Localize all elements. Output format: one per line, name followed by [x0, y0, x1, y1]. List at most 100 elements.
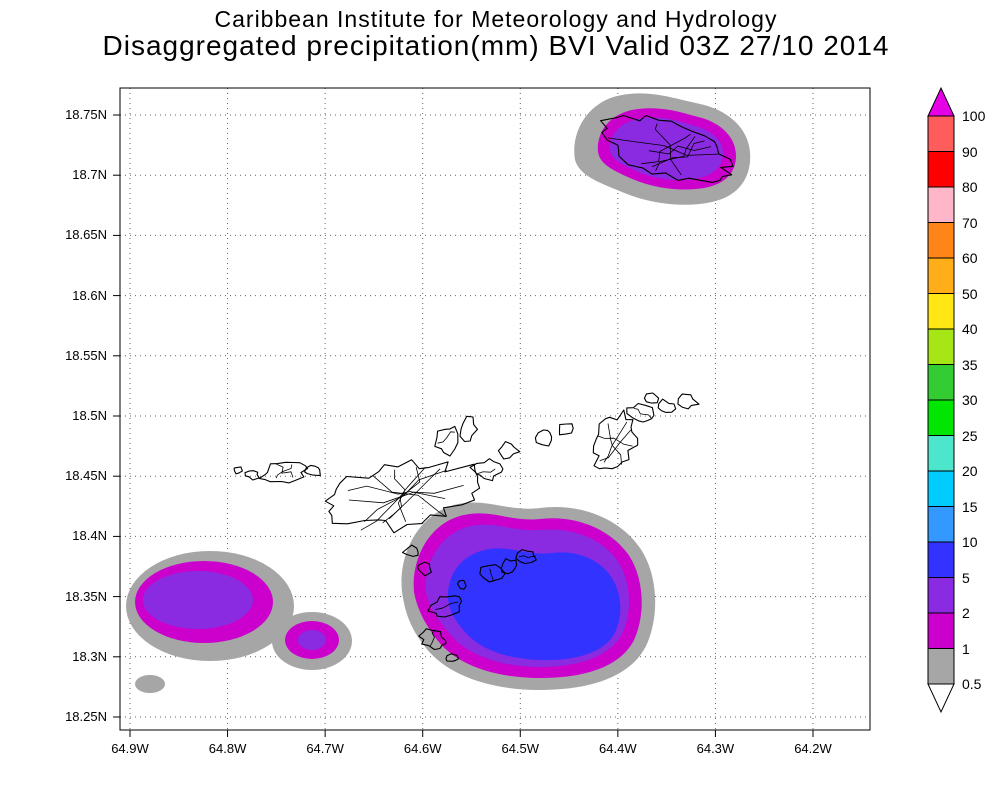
- colorbar-tick-label: 70: [962, 214, 978, 231]
- colorbar-tick-label: 1: [962, 640, 970, 657]
- rain-west-purple-main: [143, 571, 253, 629]
- lon-tick-label: 64.9W: [111, 741, 149, 756]
- island-cell-boundary: [603, 421, 628, 463]
- lat-tick-label: 18.25N: [65, 709, 107, 724]
- colorbar-segment: [927, 328, 955, 365]
- colorbar-tick-label: 20: [962, 463, 978, 479]
- colorbar-segment: [927, 506, 955, 543]
- lat-tick-label: 18.5N: [72, 408, 107, 423]
- lat-tick-label: 18.45N: [65, 468, 107, 484]
- island-cell-boundary: [641, 133, 691, 165]
- lon-tick-label: 64.4W: [599, 741, 637, 756]
- colorbar-segment: [927, 293, 955, 330]
- colorbar-tick-label: 40: [962, 321, 978, 337]
- lon-tick-label: 64.6W: [403, 741, 442, 756]
- island-cell-boundary: [437, 431, 455, 444]
- island-great-camanoe: [459, 415, 479, 443]
- lon-tick-label: 64.7W: [306, 741, 344, 756]
- institution-title: Caribbean Institute for Meteorology and …: [214, 6, 778, 32]
- island-cell-boundary: [648, 145, 711, 155]
- colorbar-segment: [927, 577, 955, 614]
- plot-title: Disaggregated precipitation(mm) BVI Vali…: [102, 30, 890, 61]
- island-peter-island: [427, 595, 463, 618]
- island-cell-boundary: [476, 468, 496, 475]
- island-south-cay-3: [445, 653, 460, 662]
- lon-tick-label: 64.3W: [696, 741, 735, 756]
- island-cell-boundary: [655, 136, 696, 172]
- colorbar-segment: [927, 648, 955, 685]
- island-cell-boundary: [276, 463, 294, 478]
- island-george-dog: [558, 423, 574, 436]
- colorbar-segment: [927, 435, 955, 472]
- lat-tick-label: 18.35N: [65, 588, 107, 604]
- island-prickly-pear: [643, 392, 660, 404]
- colorbar-tick-label: 100: [962, 108, 986, 124]
- colorbar-tick-label: 25: [962, 427, 978, 444]
- island-cell-boundary: [382, 468, 441, 524]
- island-little-jost-van-dyke: [304, 464, 321, 477]
- island-cell-boundary: [275, 464, 293, 479]
- colorbar-segment: [927, 186, 955, 223]
- rain-main-blue: [447, 548, 621, 661]
- rain-northeast-purple: [609, 117, 724, 180]
- island-cell-boundary: [489, 568, 494, 581]
- lat-tick-label: 18.65N: [65, 227, 107, 243]
- island-scrub-island: [497, 441, 521, 460]
- island-guana-island: [434, 425, 459, 457]
- colorbar-tick-label: 5: [962, 569, 970, 586]
- rain-west-purple-lobe: [298, 630, 326, 650]
- island-cell-boundary: [347, 485, 446, 499]
- colorbar-segment: [927, 222, 955, 259]
- island-cooper-island: [500, 558, 518, 575]
- island-cell-boundary: [372, 475, 447, 518]
- colorbar-tick-label: 90: [962, 143, 978, 160]
- island-west-cay-a: [233, 466, 243, 475]
- island-cell-boundary: [607, 423, 622, 465]
- precipitation-contours: [126, 93, 751, 693]
- island-cell-boundary: [429, 629, 436, 647]
- island-cell-boundary: [518, 555, 536, 559]
- island-anegada: [600, 114, 734, 183]
- colorbar-segment: [927, 364, 955, 401]
- island-virgin-gorda: [592, 409, 639, 470]
- rain-southwest-spot: [135, 675, 165, 693]
- island-south-cay-2: [417, 561, 432, 577]
- colorbar: [927, 86, 955, 714]
- colorbar-tick-label: 50: [962, 285, 978, 302]
- colorbar-segment: [927, 115, 955, 152]
- island-eustatia: [657, 398, 677, 413]
- island-salt-island: [479, 564, 506, 583]
- colorbar-arrow-top: [927, 86, 955, 117]
- island-norman-island: [418, 628, 447, 651]
- island-virgin-gorda-north: [626, 402, 655, 423]
- island-cell-boundary: [360, 466, 426, 531]
- island-cell-boundary: [654, 123, 682, 176]
- island-west-cay-b: [244, 470, 260, 481]
- island-ginger-island: [515, 549, 537, 565]
- colorbar-tick-label: 30: [962, 392, 978, 408]
- colorbar-segment: [927, 612, 955, 649]
- island-cell-boundary: [607, 137, 719, 156]
- island-tortola: [324, 459, 481, 534]
- lon-tick-label: 64.5W: [501, 741, 540, 756]
- island-cell-boundary: [599, 429, 632, 462]
- colorbar-tick-label: 0.5: [962, 676, 982, 692]
- island-outlines: [233, 114, 734, 662]
- island-south-cay-1: [401, 544, 419, 557]
- plot-frame: [119, 87, 871, 731]
- island-cell-boundary: [435, 601, 459, 610]
- island-cell-boundary: [651, 140, 705, 168]
- island-carrot-rock: [456, 579, 467, 590]
- island-great-dog: [534, 429, 553, 447]
- lat-tick-label: 18.75N: [65, 107, 107, 122]
- lon-tick-label: 64.2W: [794, 741, 832, 756]
- colorbar-tick-label: 10: [962, 534, 978, 550]
- lat-tick-label: 18.6N: [72, 287, 107, 303]
- island-jost-van-dyke: [258, 461, 309, 484]
- colorbar-segment: [927, 257, 955, 294]
- island-beef-island: [469, 458, 504, 482]
- island-cell-boundary: [597, 435, 633, 447]
- colorbar-tick-label: 60: [962, 250, 978, 266]
